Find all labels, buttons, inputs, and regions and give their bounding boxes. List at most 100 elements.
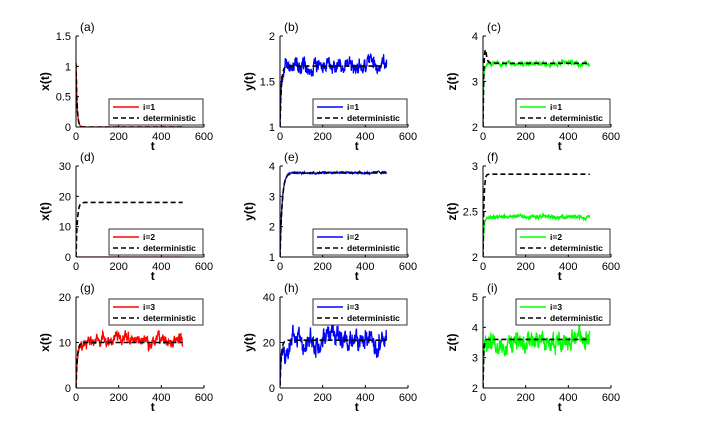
series-line-deterministic (483, 49, 590, 127)
y-tick-label: 0 (65, 252, 71, 264)
y-axis-label: z(t) (445, 203, 459, 221)
x-tick-label: 0 (73, 392, 79, 404)
legend-entry: i=2 (550, 232, 562, 242)
x-tick-label: 600 (195, 131, 213, 143)
panel-label: (h) (284, 281, 299, 295)
series-line-deterministic (76, 201, 183, 257)
y-tick-label: 2.5 (463, 207, 478, 219)
x-tick-label: 400 (559, 131, 577, 143)
y-tick-label: 40 (263, 292, 275, 304)
panel-label: (b) (284, 20, 299, 34)
y-tick-label: 2 (269, 31, 275, 43)
x-axis-label: t (151, 269, 155, 283)
x-tick-label: 200 (109, 131, 127, 143)
x-tick-label: 400 (152, 131, 170, 143)
x-tick-label: 200 (313, 261, 331, 273)
x-axis-label: t (558, 269, 562, 283)
y-axis-label: x(t) (38, 333, 52, 352)
x-tick-label: 0 (277, 131, 283, 143)
y-tick-label: 3 (472, 77, 478, 89)
y-tick-label: 2 (472, 122, 478, 134)
legend-entry: i=2 (143, 232, 155, 242)
y-tick-label: 4 (269, 161, 275, 173)
x-tick-label: 0 (277, 392, 283, 404)
x-tick-label: 400 (152, 261, 170, 273)
legend-entry: i=2 (347, 232, 359, 242)
y-axis-label: y(t) (242, 202, 256, 221)
legend-entry: deterministic (347, 243, 400, 253)
y-tick-label: 5 (472, 292, 478, 304)
x-tick-label: 400 (356, 261, 374, 273)
x-tick-label: 600 (399, 392, 417, 404)
x-tick-label: 200 (516, 392, 534, 404)
x-tick-label: 600 (602, 392, 620, 404)
series-line-deterministic (280, 65, 387, 127)
x-axis-label: t (151, 139, 155, 153)
y-tick-label: 4 (472, 31, 478, 43)
legend-entry: i=1 (550, 102, 562, 112)
x-tick-label: 200 (313, 392, 331, 404)
legend-entry: deterministic (143, 113, 196, 123)
panel-label: (f) (487, 150, 498, 164)
y-tick-label: 0 (269, 383, 275, 395)
y-tick-label: 1 (65, 61, 71, 73)
x-axis-label: t (355, 269, 359, 283)
series-line-deterministic (483, 338, 590, 388)
x-axis-label: t (151, 400, 155, 414)
y-tick-label: 2 (472, 383, 478, 395)
x-tick-label: 400 (356, 131, 374, 143)
legend-entry: deterministic (550, 243, 603, 253)
panel-d: 0 200 400 600 0 10 20 30 (d) t x(t) i=2deterministi… (38, 150, 213, 283)
series-line-stochastic (483, 211, 591, 257)
x-tick-label: 400 (152, 392, 170, 404)
legend-box (515, 228, 611, 256)
y-axis-label: x(t) (38, 202, 52, 221)
series-line-stochastic (280, 53, 388, 127)
series-line-deterministic (280, 172, 387, 257)
series-line-stochastic (76, 329, 184, 388)
x-tick-label: 0 (480, 261, 486, 273)
y-axis-label: x(t) (38, 72, 52, 91)
legend-entry: i=3 (347, 302, 359, 312)
legend-box (312, 228, 408, 256)
x-tick-label: 0 (480, 131, 486, 143)
x-tick-label: 600 (399, 131, 417, 143)
legend-box (108, 98, 204, 126)
x-axis-label: t (355, 139, 359, 153)
x-tick-label: 200 (516, 131, 534, 143)
series-line-stochastic (483, 324, 591, 388)
x-tick-label: 600 (195, 392, 213, 404)
legend-entry: deterministic (550, 313, 603, 323)
legend-entry: deterministic (143, 243, 196, 253)
legend-box (108, 228, 204, 256)
y-tick-label: 10 (59, 222, 71, 234)
y-axis-label: y(t) (242, 333, 256, 352)
legend-box (515, 98, 611, 126)
y-tick-label: 2 (269, 222, 275, 234)
legend-box (515, 298, 611, 326)
y-tick-label: 3 (472, 353, 478, 365)
y-tick-label: 3 (269, 191, 275, 203)
legend-box (312, 98, 408, 126)
panel-a: 0 200 400 600 0 0.5 1 1.5 (a) t x(t) i=1determinist… (38, 20, 213, 153)
y-tick-label: 30 (59, 161, 71, 173)
x-tick-label: 200 (516, 261, 534, 273)
x-tick-label: 400 (559, 261, 577, 273)
y-tick-label: 0.5 (56, 92, 71, 104)
x-tick-label: 600 (602, 131, 620, 143)
x-axis-label: t (558, 139, 562, 153)
y-tick-label: 2 (472, 252, 478, 264)
x-tick-label: 400 (356, 392, 374, 404)
y-tick-label: 3 (472, 161, 478, 173)
legend-box (312, 298, 408, 326)
